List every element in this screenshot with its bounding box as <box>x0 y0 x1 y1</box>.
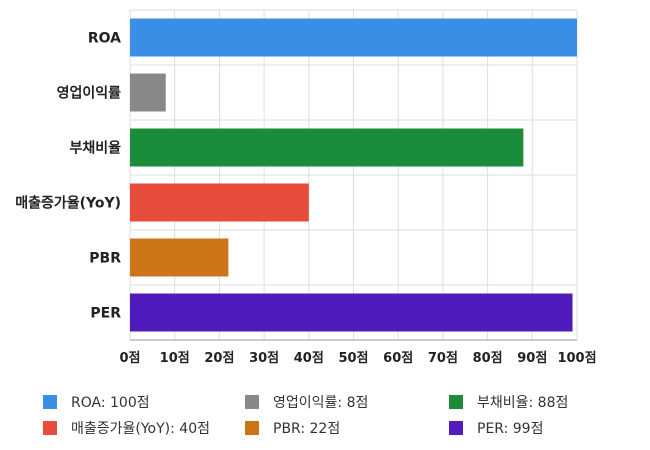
legend-label: PER: 99점 <box>477 421 544 437</box>
x-tick-label: 90점 <box>517 351 547 366</box>
bar <box>130 18 577 57</box>
legend-item: PER: 99점 <box>449 418 543 438</box>
legend: ROA: 100점 영업이익률: 8점 부채비율: 88점 매출증가율(YoY)… <box>43 392 643 442</box>
legend-item: 영업이익률: 8점 <box>245 392 368 412</box>
bar <box>130 238 229 277</box>
x-tick-label: 80점 <box>473 351 503 366</box>
legend-item: ROA: 100점 <box>43 392 150 412</box>
x-tick-label: 50점 <box>338 351 368 366</box>
category-label: 부채비율 <box>69 140 121 157</box>
category-label: PER <box>90 306 121 322</box>
legend-swatch <box>245 421 259 435</box>
x-tick-label: 10점 <box>160 351 190 366</box>
legend-label: 영업이익률: 8점 <box>273 395 369 411</box>
legend-swatch <box>449 395 463 409</box>
x-tick-label: 0점 <box>119 351 140 366</box>
legend-label: 부채비율: 88점 <box>477 395 569 411</box>
legend-swatch <box>449 421 463 435</box>
legend-swatch <box>245 395 259 409</box>
bar <box>130 128 524 167</box>
bar <box>130 293 573 332</box>
x-tick-label: 100점 <box>557 351 596 366</box>
x-tick-label: 30점 <box>249 351 279 366</box>
legend-label: 매출증가율(YoY): 40점 <box>71 421 210 437</box>
category-label: ROA <box>88 31 121 47</box>
legend-swatch <box>43 421 57 435</box>
x-tick-label: 70점 <box>428 351 458 366</box>
legend-swatch <box>43 395 57 409</box>
category-label: 영업이익률 <box>57 85 122 102</box>
legend-item: 부채비율: 88점 <box>449 392 568 412</box>
x-tick-label: 40점 <box>294 351 324 366</box>
legend-label: PBR: 22점 <box>273 421 341 437</box>
legend-item: 매출증가율(YoY): 40점 <box>43 418 210 438</box>
category-label: PBR <box>89 251 121 267</box>
x-tick-label: 60점 <box>383 351 413 366</box>
legend-item: PBR: 22점 <box>245 418 340 438</box>
legend-label: ROA: 100점 <box>71 395 150 411</box>
category-label: 매출증가율(YoY) <box>15 195 121 212</box>
bar <box>130 73 166 112</box>
x-tick-label: 20점 <box>204 351 234 366</box>
bar <box>130 183 309 222</box>
